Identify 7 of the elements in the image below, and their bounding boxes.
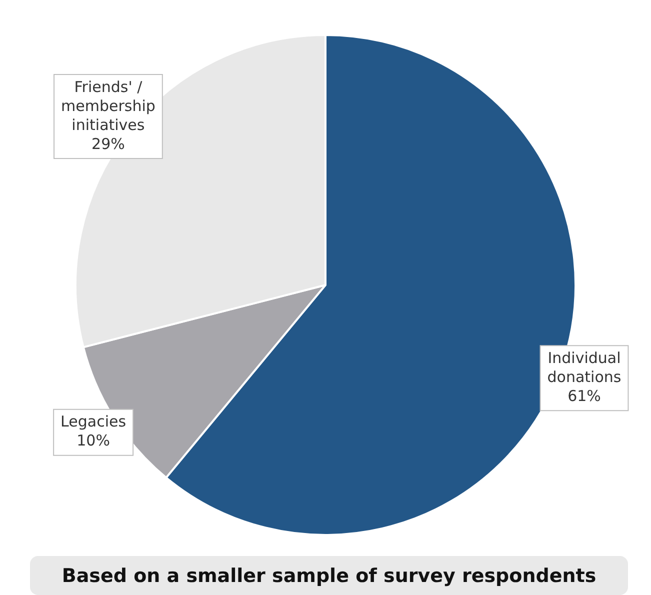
data-label: 29%	[92, 134, 125, 153]
data-label: 10%	[76, 432, 110, 450]
text: Based on a smaller sample of survey respondents	[30, 556, 628, 595]
slice-label: Individual donations	[547, 349, 622, 386]
data-label: 61%	[568, 387, 601, 406]
slice-label: Legacies	[60, 412, 126, 431]
slice-label: Friends' / membership initiatives	[61, 78, 156, 134]
